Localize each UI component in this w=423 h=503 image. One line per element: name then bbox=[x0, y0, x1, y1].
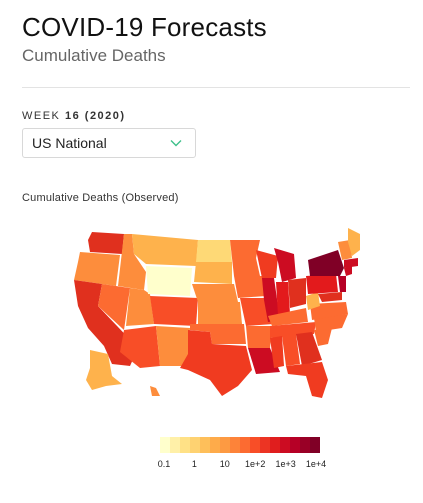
state-virginia[interactable] bbox=[310, 302, 348, 320]
legend-swatch bbox=[290, 437, 301, 453]
legend-tick-label: 1e+2 bbox=[245, 459, 266, 469]
state-kansas[interactable] bbox=[198, 302, 242, 324]
legend-color-bar bbox=[160, 437, 321, 453]
page-subtitle: Cumulative Deaths bbox=[22, 46, 166, 65]
state-louisiana[interactable] bbox=[248, 348, 280, 374]
region-select-value: US National bbox=[32, 135, 107, 151]
state-iowa[interactable] bbox=[234, 276, 266, 298]
state-wyoming[interactable] bbox=[146, 266, 192, 296]
legend-tick-label: 0.1 bbox=[157, 459, 171, 469]
state-colorado[interactable] bbox=[150, 296, 198, 326]
color-legend: 0.1 1 10 1e+2 1e+3 1e+4 bbox=[158, 437, 326, 469]
week-prefix: WEEK bbox=[22, 110, 61, 122]
state-massachusetts[interactable] bbox=[344, 258, 358, 268]
state-minnesota[interactable] bbox=[230, 240, 260, 276]
legend-tick-label: 1e+4 bbox=[305, 459, 327, 469]
state-new-jersey[interactable] bbox=[338, 276, 346, 292]
legend-swatch bbox=[250, 437, 261, 453]
state-montana[interactable] bbox=[132, 234, 198, 266]
state-kentucky[interactable] bbox=[268, 308, 308, 326]
legend-swatch bbox=[210, 437, 221, 453]
legend-swatch bbox=[180, 437, 191, 453]
chevron-down-icon bbox=[170, 140, 182, 147]
state-illinois[interactable] bbox=[262, 278, 280, 322]
state-arizona[interactable] bbox=[120, 326, 160, 368]
legend-swatch bbox=[260, 437, 271, 453]
week-year: (2020) bbox=[84, 110, 126, 122]
state-nevada[interactable] bbox=[98, 284, 130, 330]
state-new-mexico[interactable] bbox=[156, 326, 190, 366]
state-florida[interactable] bbox=[286, 362, 328, 398]
state-michigan[interactable] bbox=[274, 248, 296, 282]
legend-swatch bbox=[230, 437, 241, 453]
state-south-carolina[interactable] bbox=[314, 328, 332, 346]
state-georgia[interactable] bbox=[296, 332, 322, 366]
legend-ticks: 0.1 1 10 1e+2 1e+3 1e+4 bbox=[157, 459, 326, 473]
state-nebraska[interactable] bbox=[192, 284, 238, 302]
state-new-york[interactable] bbox=[308, 250, 344, 276]
legend-swatch bbox=[190, 437, 201, 453]
state-texas[interactable] bbox=[180, 330, 252, 396]
state-oregon[interactable] bbox=[74, 252, 120, 286]
state-maryland[interactable] bbox=[318, 292, 342, 302]
legend-swatch bbox=[170, 437, 181, 453]
state-maine[interactable] bbox=[348, 228, 360, 256]
state-ohio[interactable] bbox=[288, 278, 306, 308]
state-mississippi[interactable] bbox=[270, 336, 284, 368]
header-divider bbox=[22, 87, 410, 88]
state-north-dakota[interactable] bbox=[196, 240, 232, 262]
legend-swatch bbox=[240, 437, 251, 453]
state-arkansas[interactable] bbox=[246, 326, 272, 348]
state-washington[interactable] bbox=[88, 232, 124, 254]
state-connecticut[interactable] bbox=[344, 266, 352, 276]
state-alaska[interactable] bbox=[86, 350, 122, 390]
state-hawaii[interactable] bbox=[150, 386, 160, 396]
legend-swatch bbox=[270, 437, 281, 453]
state-oklahoma[interactable] bbox=[190, 324, 246, 344]
state-alabama[interactable] bbox=[282, 334, 300, 366]
state-idaho[interactable] bbox=[118, 234, 146, 290]
us-choropleth-map bbox=[74, 228, 360, 398]
state-utah[interactable] bbox=[126, 288, 154, 326]
state-wisconsin[interactable] bbox=[256, 250, 278, 278]
legend-swatch bbox=[300, 437, 311, 453]
legend-tick-label: 10 bbox=[219, 459, 230, 469]
region-select[interactable]: US National bbox=[22, 128, 196, 158]
map-label: Cumulative Deaths (Observed) bbox=[22, 192, 179, 204]
week-number: 16 bbox=[64, 110, 81, 122]
state-pennsylvania[interactable] bbox=[306, 274, 338, 294]
legend-swatch bbox=[280, 437, 291, 453]
legend-swatch bbox=[310, 437, 321, 453]
state-west-virginia[interactable] bbox=[306, 292, 320, 310]
legend-swatch bbox=[220, 437, 231, 453]
legend-tick-label: 1e+3 bbox=[275, 459, 296, 469]
state-indiana[interactable] bbox=[276, 282, 290, 316]
state-north-carolina[interactable] bbox=[314, 314, 348, 332]
week-label: WEEK 16 (2020) bbox=[22, 110, 126, 122]
page-title: COVID-19 Forecasts bbox=[22, 12, 267, 42]
legend-swatch bbox=[200, 437, 211, 453]
state-south-dakota[interactable] bbox=[194, 262, 232, 284]
legend-tick-label: 1 bbox=[191, 459, 197, 469]
state-vermont-nh[interactable] bbox=[338, 240, 352, 260]
legend-swatch bbox=[160, 437, 171, 453]
